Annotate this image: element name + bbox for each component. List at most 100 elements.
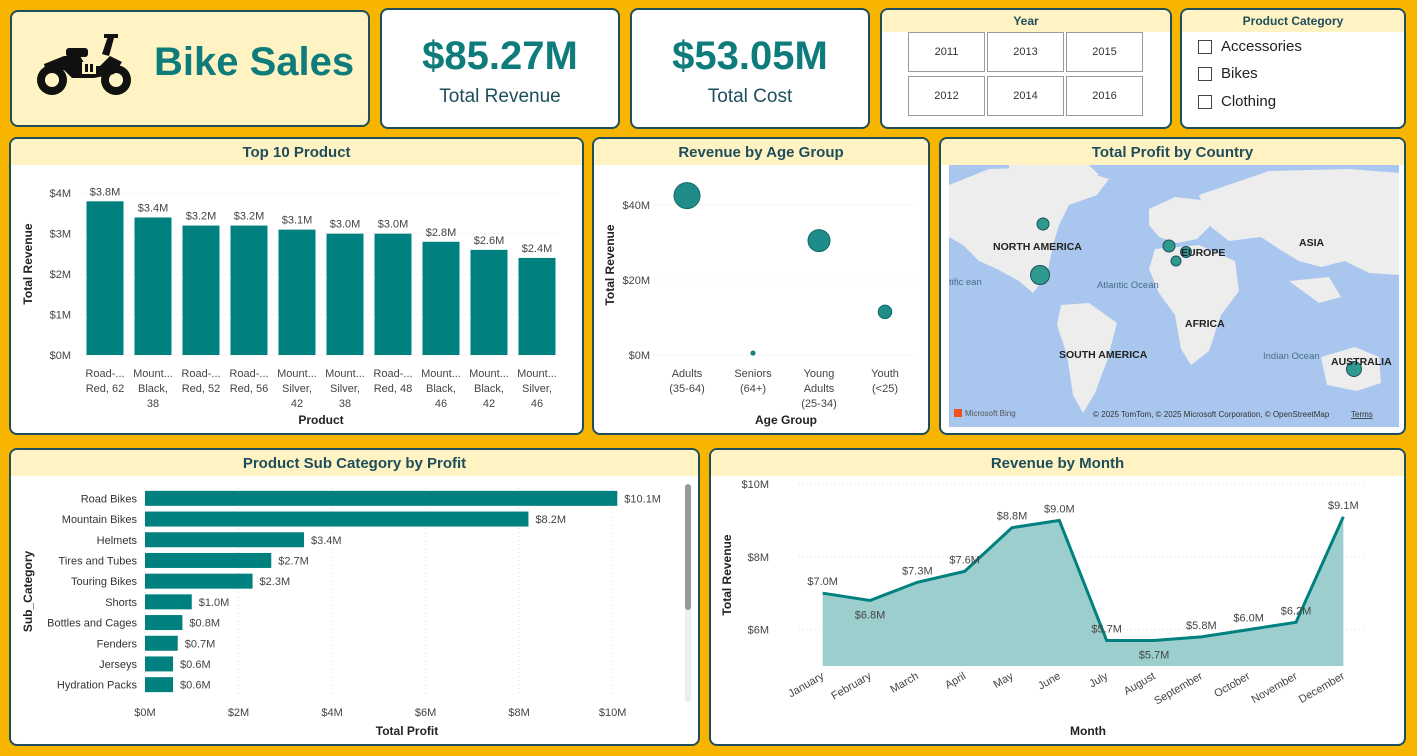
x-tick-label: September	[1152, 670, 1205, 707]
bar[interactable]	[374, 233, 412, 355]
checkbox[interactable]	[1198, 66, 1212, 81]
y-tick-label: $20M	[622, 275, 650, 287]
map-terms-link[interactable]: Terms	[1351, 410, 1373, 419]
bubble[interactable]	[673, 182, 701, 210]
world-map[interactable]: NORTH AMERICA EUROPE ASIA AFRICA SOUTH A…	[949, 165, 1399, 427]
bar[interactable]	[145, 677, 174, 693]
y-tick-label: $0M	[629, 350, 650, 362]
x-axis-title: Month	[1070, 724, 1106, 738]
panel-title: Product Sub Category by Profit	[11, 450, 698, 476]
top10-product-chart: $0M $1M $2M $3M $4M $3.8M Road-... Red, 62 $3.4M…	[21, 186, 561, 427]
data-label: $10.1M	[624, 493, 661, 505]
year-button-2012[interactable]: 2012	[908, 76, 985, 116]
x-tick-label: April	[943, 670, 968, 691]
bar[interactable]	[145, 532, 304, 548]
y-tick-label: $10M	[741, 479, 769, 491]
data-label: $0.7M	[185, 638, 216, 650]
area-fill	[822, 516, 1344, 666]
x-axis-title: Total Profit	[376, 724, 438, 738]
year-button-2014[interactable]: 2014	[987, 76, 1064, 116]
checkbox[interactable]	[1198, 94, 1212, 109]
bar[interactable]	[145, 552, 272, 568]
x-tick-label: $4M	[321, 707, 342, 719]
category-slicer-title: Product Category	[1182, 10, 1404, 32]
bar[interactable]	[145, 594, 192, 610]
x-tick-label: Black,	[426, 383, 456, 395]
map-label-europe: EUROPE	[1181, 247, 1225, 259]
bar[interactable]	[145, 511, 529, 527]
map-label-asia: ASIA	[1299, 237, 1325, 249]
category-slicer: Product Category Accessories Bikes Cloth…	[1180, 8, 1406, 129]
bar[interactable]	[422, 241, 460, 355]
y-tick-label: $1M	[50, 310, 71, 322]
category-option-accessories[interactable]: Accessories	[1198, 38, 1302, 55]
age-group-panel: Revenue by Age Group $0M $20M $40M Adults (3…	[592, 137, 930, 435]
bar[interactable]	[230, 225, 268, 355]
x-tick-label: January	[786, 670, 826, 700]
bubble[interactable]	[877, 304, 893, 320]
y-tick-label: Road Bikes	[81, 493, 138, 505]
data-label: $0.6M	[180, 659, 211, 671]
vertical-scrollbar[interactable]	[685, 484, 691, 702]
y-axis-title: Total Revenue	[603, 224, 617, 305]
category-option-clothing[interactable]: Clothing	[1198, 93, 1276, 110]
year-button-2015[interactable]: 2015	[1066, 32, 1143, 72]
y-tick-label: $4M	[50, 188, 71, 200]
x-tick-label: Black,	[474, 383, 504, 395]
bar[interactable]	[86, 201, 124, 355]
scrollbar-thumb[interactable]	[685, 484, 691, 610]
x-tick-label: Mount...	[325, 368, 365, 380]
bar[interactable]	[145, 656, 174, 672]
x-tick-label: Black,	[138, 383, 168, 395]
bar[interactable]	[278, 229, 316, 355]
data-label: $0.8M	[189, 618, 220, 630]
year-slicer: Year 2011 2013 2015 2012 2014 2016	[880, 8, 1172, 129]
x-tick-label: $8M	[508, 707, 529, 719]
data-label: $8.8M	[997, 511, 1028, 523]
category-label: Clothing	[1221, 93, 1277, 110]
bar[interactable]	[470, 249, 508, 355]
bing-logo	[954, 409, 962, 417]
x-tick-label: February	[829, 670, 874, 703]
map-label-north-america: NORTH AMERICA	[993, 241, 1082, 253]
panel-title: Top 10 Product	[11, 139, 582, 165]
series-line[interactable]	[822, 516, 1345, 643]
title-card: Bike Sales	[10, 10, 370, 127]
x-tick-label: June	[1036, 670, 1063, 692]
x-tick-label: 38	[339, 398, 351, 410]
x-tick-label: Young	[804, 368, 835, 380]
bar[interactable]	[134, 217, 172, 355]
x-tick-label: Silver,	[522, 383, 552, 395]
x-tick-label: Silver,	[282, 383, 312, 395]
data-label: $2.3M	[260, 576, 291, 588]
checkbox[interactable]	[1198, 39, 1212, 54]
bar[interactable]	[145, 490, 618, 506]
bar[interactable]	[145, 573, 253, 589]
y-tick-label: Tires and Tubes	[59, 555, 138, 567]
year-button-2013[interactable]: 2013	[987, 32, 1064, 72]
bar[interactable]	[326, 233, 364, 355]
x-tick-label: Mount...	[277, 368, 317, 380]
panel-title: Revenue by Month	[711, 450, 1404, 476]
x-tick-label: 38	[147, 398, 159, 410]
bubble[interactable]	[750, 350, 756, 356]
bubble[interactable]	[807, 229, 831, 253]
bar[interactable]	[182, 225, 220, 355]
year-button-grid: 2011 2013 2015 2012 2014 2016	[908, 32, 1143, 116]
year-button-2016[interactable]: 2016	[1066, 76, 1143, 116]
bar[interactable]	[518, 257, 556, 355]
x-axis-title: Age Group	[755, 413, 817, 427]
kpi-total-revenue: $85.27M Total Revenue	[380, 8, 620, 129]
year-button-2011[interactable]: 2011	[908, 32, 985, 72]
data-label: $6.0M	[1233, 613, 1264, 625]
x-tick-label: December	[1297, 670, 1347, 706]
bar[interactable]	[145, 635, 178, 651]
data-label: $6.8M	[855, 609, 886, 621]
data-label: $2.7M	[278, 555, 309, 567]
category-option-bikes[interactable]: Bikes	[1198, 65, 1258, 82]
bar[interactable]	[145, 615, 183, 631]
data-label: $7.3M	[902, 565, 933, 577]
data-label: $7.6M	[949, 554, 980, 566]
x-tick-label: March	[888, 670, 920, 696]
map-label-africa: AFRICA	[1185, 318, 1225, 330]
